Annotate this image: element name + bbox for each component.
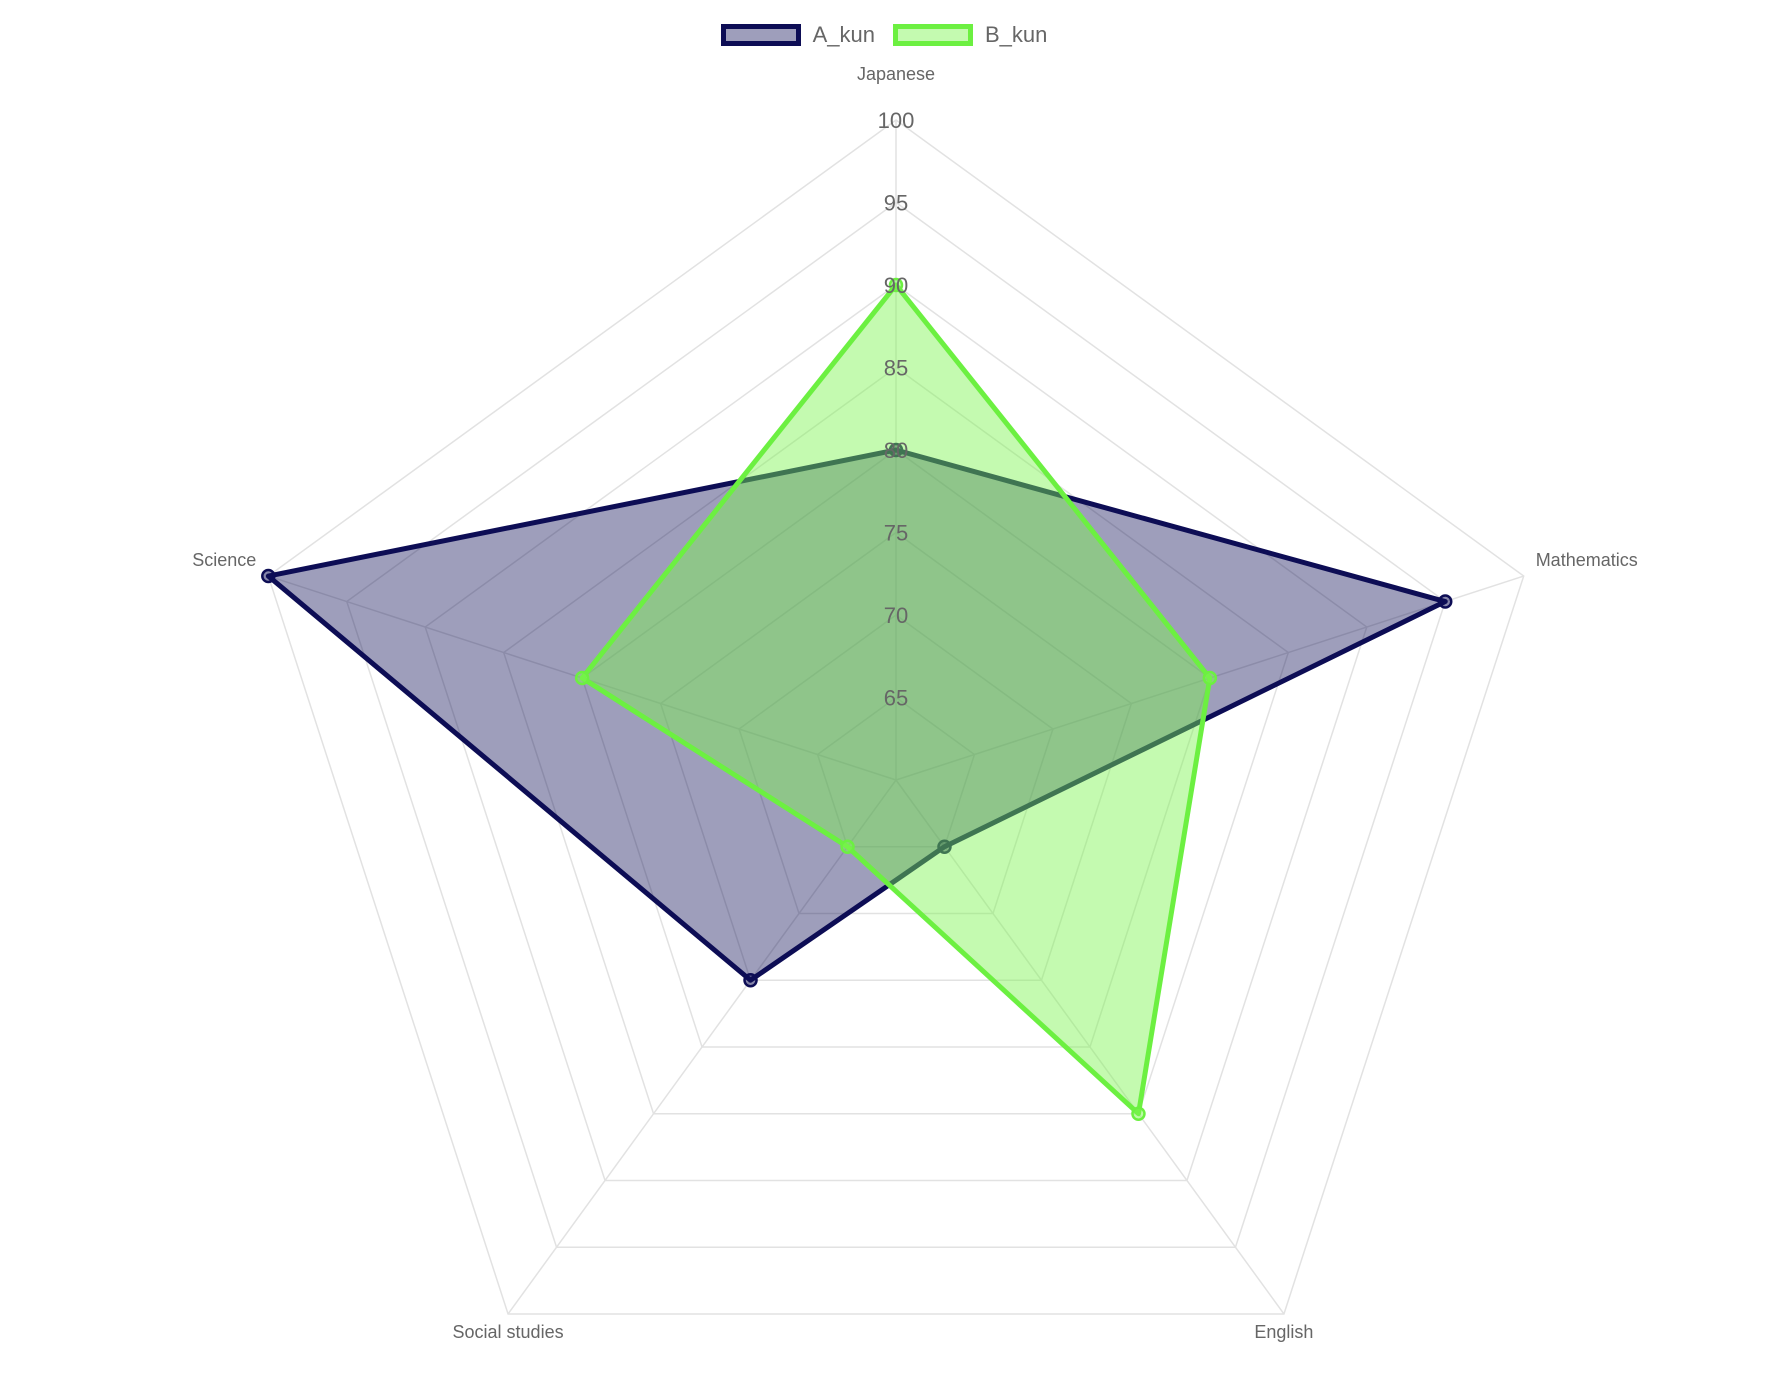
tick-label: 95 bbox=[884, 191, 908, 216]
axis-label: Japanese bbox=[857, 64, 935, 84]
axis-labels: Japanese Mathematics English Social studies… bbox=[192, 64, 1637, 1342]
grid-ring bbox=[581, 449, 1211, 1048]
axis-label: Social studies bbox=[453, 1322, 564, 1342]
grid-ring bbox=[738, 614, 1054, 915]
data-point[interactable] bbox=[1131, 1106, 1146, 1121]
data-point[interactable] bbox=[574, 670, 590, 686]
axis-label: English bbox=[1254, 1322, 1313, 1342]
data-point[interactable] bbox=[1202, 670, 1218, 686]
grid-ring bbox=[345, 201, 1447, 1248]
tick-label: 85 bbox=[884, 356, 908, 381]
tick-label: 75 bbox=[884, 521, 908, 546]
tick-label: 70 bbox=[884, 603, 908, 628]
grid-ring bbox=[502, 366, 1290, 1115]
spoke bbox=[895, 779, 1285, 1315]
axis-label: Science bbox=[192, 550, 256, 570]
grid-ring bbox=[816, 696, 976, 848]
data-point[interactable] bbox=[840, 839, 855, 854]
series-area[interactable] bbox=[265, 447, 1448, 983]
legend-item-a[interactable]: A_kun bbox=[720, 22, 875, 48]
tick-label: 65 bbox=[884, 686, 908, 711]
legend-swatch-b bbox=[893, 24, 973, 46]
series-area[interactable] bbox=[579, 282, 1213, 1117]
data-point[interactable] bbox=[888, 442, 904, 458]
data-point[interactable] bbox=[1437, 594, 1453, 609]
legend-item-b[interactable]: B_kun bbox=[893, 22, 1047, 48]
grid-ring bbox=[659, 531, 1133, 981]
data-point[interactable] bbox=[888, 277, 904, 293]
radial-ticks: 65 70 75 80 85 90 95 100 bbox=[878, 108, 915, 711]
axis-label: Mathematics bbox=[1536, 550, 1638, 570]
tick-label: 80 bbox=[884, 438, 908, 463]
series bbox=[261, 277, 1453, 1121]
legend-label-b: B_kun bbox=[985, 22, 1048, 47]
grid-ring bbox=[267, 119, 1525, 1315]
data-point[interactable] bbox=[937, 839, 952, 854]
data-point[interactable] bbox=[743, 972, 758, 988]
data-point[interactable] bbox=[261, 568, 276, 584]
legend-swatch-a bbox=[720, 24, 801, 46]
grid-ring bbox=[424, 284, 1368, 1182]
tick-label: 90 bbox=[884, 273, 908, 298]
tick-label: 100 bbox=[878, 108, 915, 133]
legend: A_kun B_kun bbox=[0, 22, 1768, 48]
spoke bbox=[507, 779, 897, 1315]
legend-label-a: A_kun bbox=[812, 22, 875, 47]
